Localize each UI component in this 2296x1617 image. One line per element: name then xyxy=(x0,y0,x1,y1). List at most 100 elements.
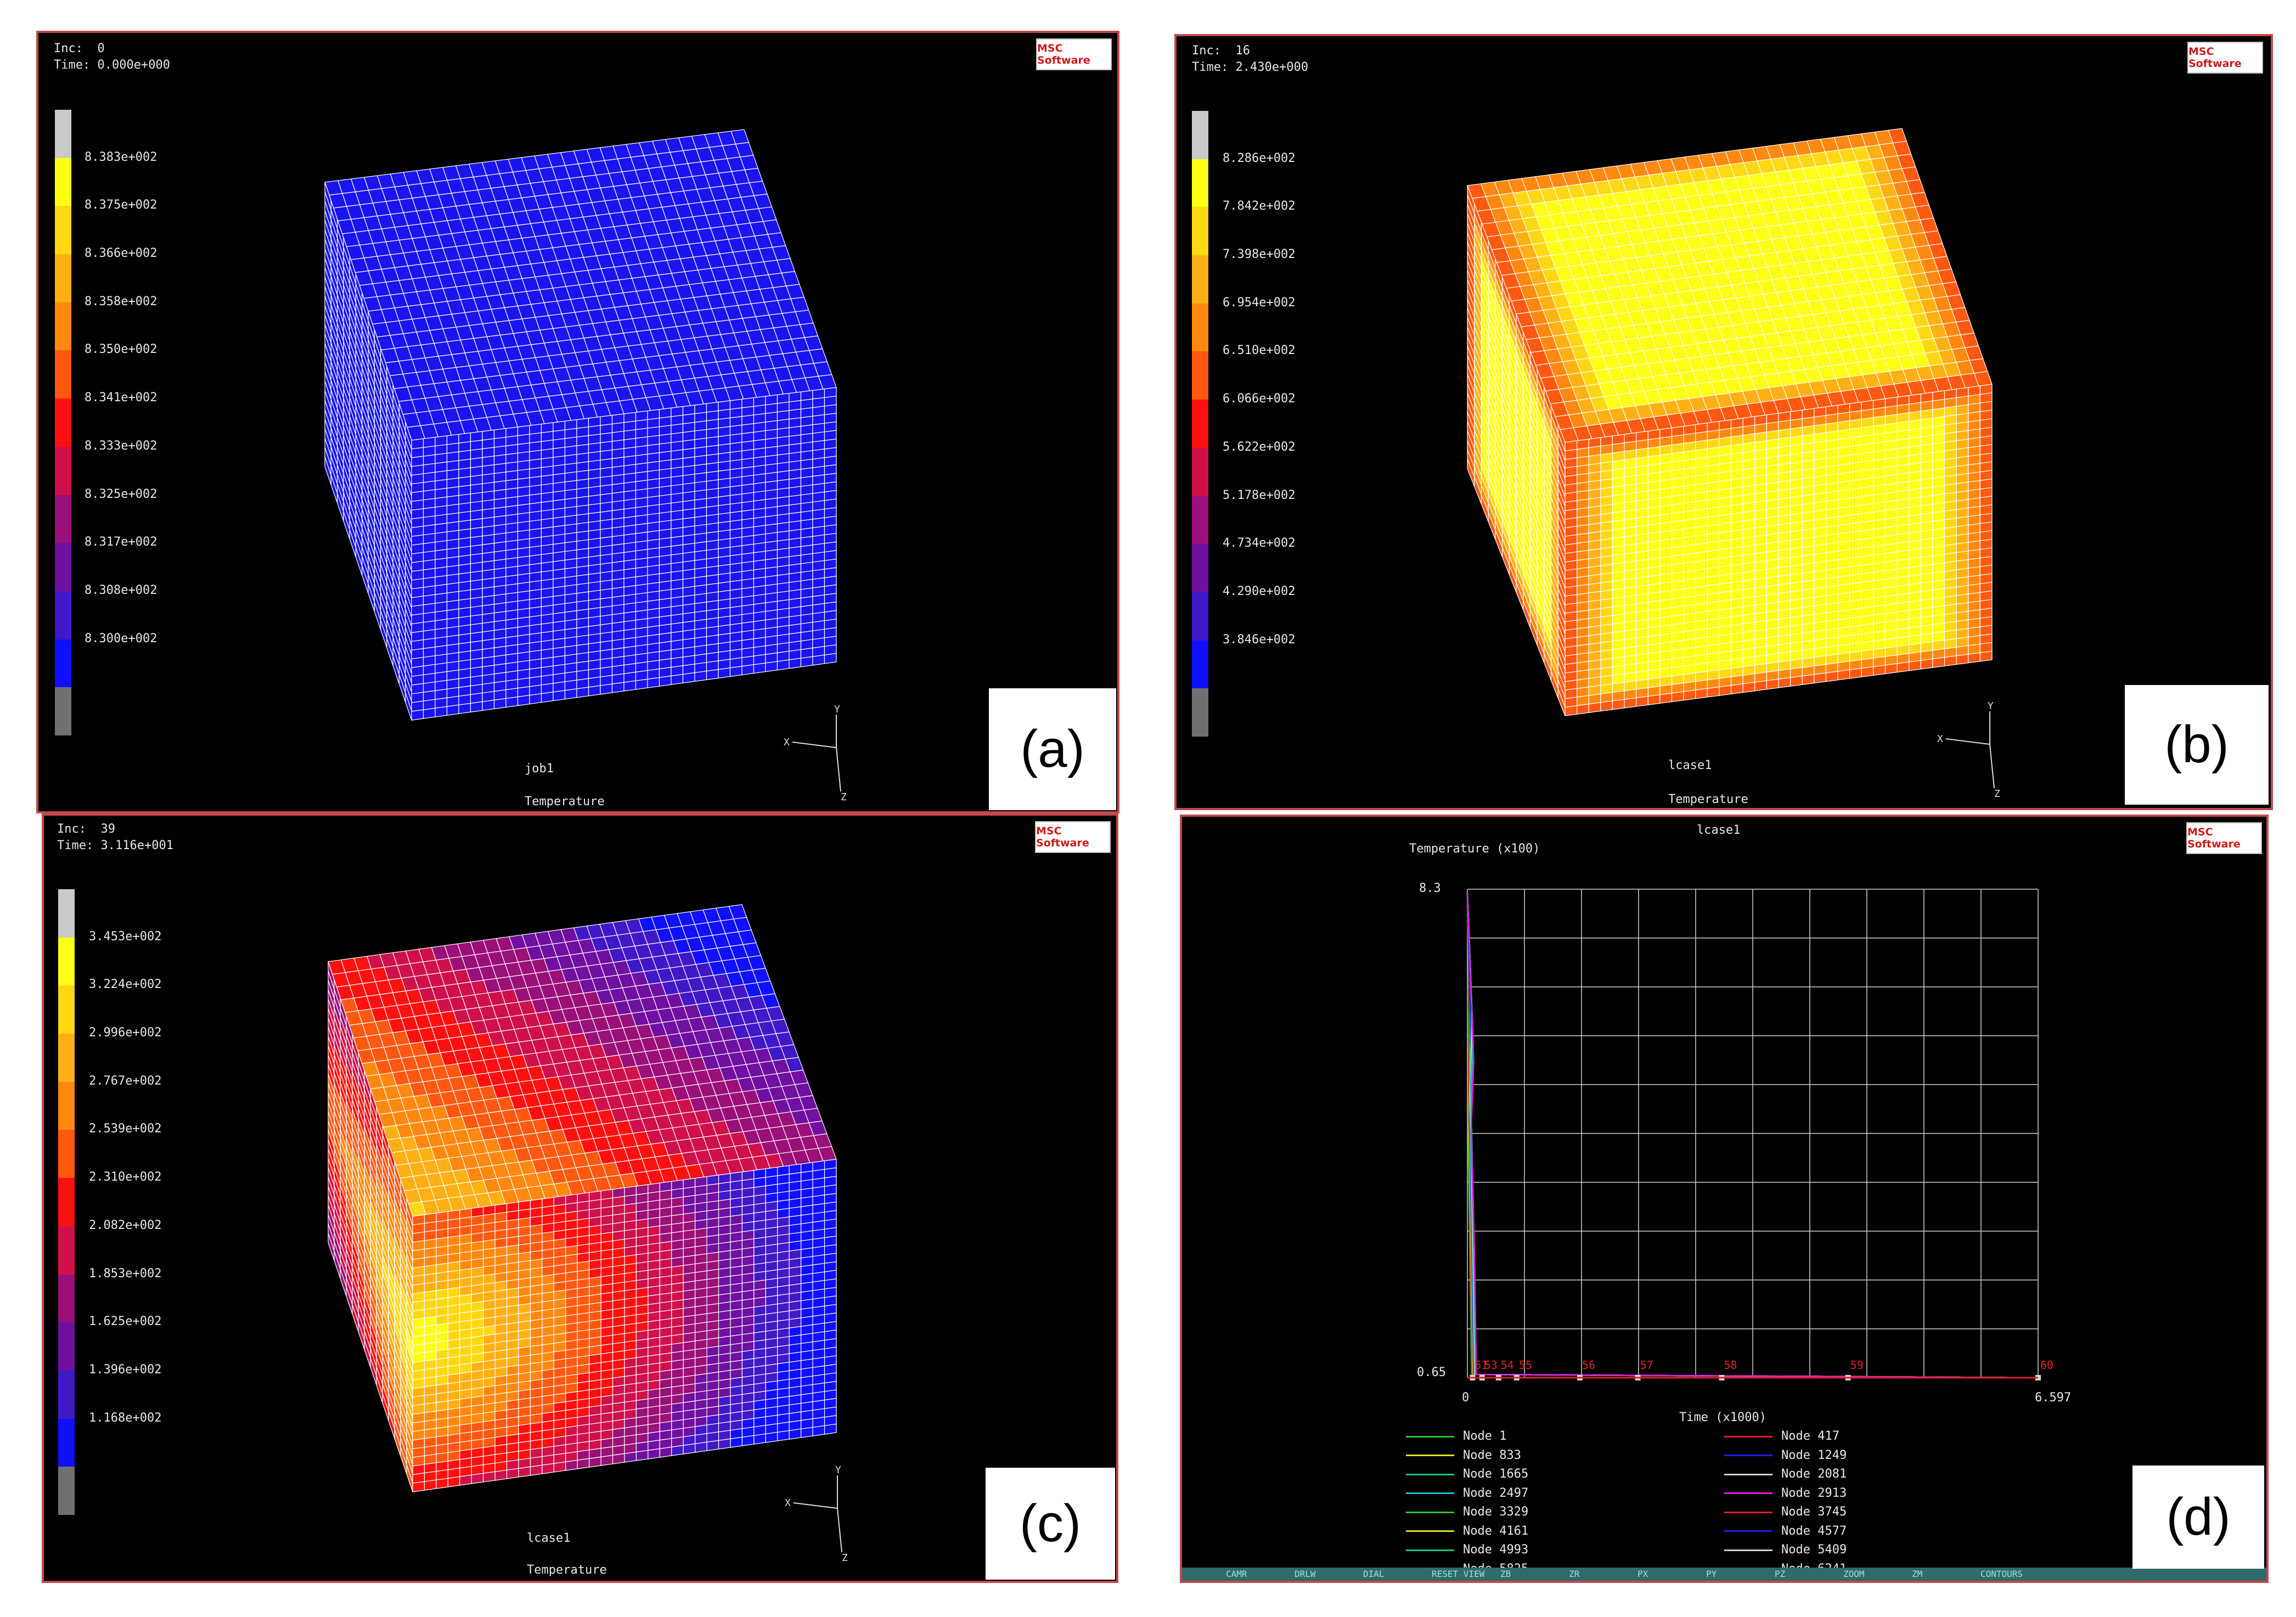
menu-button[interactable]: ZM xyxy=(1912,1569,1923,1579)
legend-value: 8.333e+002 xyxy=(85,439,157,453)
job-label-c: lcase1 xyxy=(527,1531,571,1545)
panel-tag-d: (d) xyxy=(2132,1466,2264,1569)
increment-label: 58 xyxy=(1724,1358,1737,1372)
legend-swatch xyxy=(55,687,71,735)
legend-bar-c xyxy=(58,889,75,1515)
result-label-b: Temperature xyxy=(1668,793,1748,806)
menu-button[interactable]: PZ xyxy=(1775,1569,1786,1579)
legend-value: 3.453e+002 xyxy=(89,929,162,944)
legend-swatch xyxy=(55,350,71,399)
legend-label: Node 1249 xyxy=(1781,1448,1847,1462)
menu-button[interactable]: DRLW xyxy=(1295,1569,1316,1579)
legend-entry: Node 2497 xyxy=(1406,1485,1528,1502)
legend-swatch xyxy=(55,495,71,543)
legend-value: 8.341e+002 xyxy=(85,391,157,405)
y-tick-bottom: 0.65 xyxy=(1417,1366,1446,1379)
legend-swatch xyxy=(1192,447,1208,496)
legend-swatch xyxy=(58,1130,75,1178)
legend-swatch xyxy=(1724,1492,1772,1494)
legend-label: Node 5409 xyxy=(1781,1543,1847,1557)
legend-value: 8.300e+002 xyxy=(85,631,157,645)
legend-swatch xyxy=(1724,1435,1772,1438)
panel-b: Y X Z Inc: 16 Time: 2.430e+000 MSC Softwar… xyxy=(1174,34,2273,810)
legend-value: 1.853e+002 xyxy=(89,1266,162,1281)
increment-info-b: Inc: 16 Time: 2.430e+000 xyxy=(1192,44,1308,74)
legend-swatch xyxy=(58,985,75,1034)
menu-button[interactable]: ZR xyxy=(1569,1569,1580,1579)
legend-swatch xyxy=(1406,1455,1454,1456)
legend-swatch xyxy=(1192,688,1208,737)
legend-swatch xyxy=(1406,1435,1454,1438)
legend-value: 8.308e+002 xyxy=(85,583,157,597)
legend-swatch xyxy=(1406,1530,1454,1532)
legend-swatch xyxy=(1192,592,1208,641)
legend-swatch xyxy=(1192,351,1208,400)
legend-swatch xyxy=(1192,255,1208,304)
legend-entry: Node 1665 xyxy=(1406,1466,1528,1483)
increment-label: 56 xyxy=(1582,1358,1595,1372)
increment-label: 53 xyxy=(1484,1358,1498,1372)
menu-button[interactable]: PX xyxy=(1637,1569,1648,1579)
legend-entry: Node 4993 xyxy=(1406,1542,1528,1558)
menu-button[interactable]: PY xyxy=(1706,1569,1717,1579)
chart-title: lcase1 xyxy=(1697,823,1741,837)
legend-label: Node 1665 xyxy=(1463,1467,1529,1481)
job-label-b: lcase1 xyxy=(1668,759,1712,772)
increment-label: 55 xyxy=(1519,1358,1532,1372)
model-view-b: Y X Z xyxy=(1467,128,2000,800)
msc-logo-a: MSC Software xyxy=(1036,38,1112,70)
menu-button[interactable]: DIAL xyxy=(1363,1569,1385,1579)
increment-label: 60 xyxy=(2040,1358,2053,1372)
chart-grid xyxy=(1467,889,2039,1378)
legend-swatch xyxy=(1192,303,1208,352)
legend-value: 3.224e+002 xyxy=(89,978,162,992)
increment-label: 57 xyxy=(1640,1358,1653,1372)
increment-label: 54 xyxy=(1501,1358,1514,1372)
legend-value: 8.286e+002 xyxy=(1223,151,1296,165)
legend-swatch xyxy=(55,254,71,302)
legend-swatch xyxy=(1192,159,1208,207)
x-tick-left: 0 xyxy=(1462,1391,1470,1405)
x-axis-label: Time (x1000) xyxy=(1679,1411,1766,1424)
x-tick-right: 6.597 xyxy=(2035,1391,2072,1405)
legend-swatch xyxy=(1724,1511,1772,1513)
legend-value: 8.375e+002 xyxy=(85,198,157,212)
menu-button[interactable]: CAMR xyxy=(1226,1569,1247,1579)
legend-swatch xyxy=(58,1081,75,1130)
model-view-c: YXZ xyxy=(328,904,848,1564)
legend-label: Node 2081 xyxy=(1781,1467,1847,1481)
legend-swatch xyxy=(58,1418,75,1467)
legend-value: 6.066e+002 xyxy=(1223,392,1296,406)
legend-entry: Node 1 xyxy=(1406,1428,1506,1445)
legend-label: Node 2913 xyxy=(1781,1486,1847,1500)
svg-text:Z: Z xyxy=(1994,788,2000,800)
legend-value: 6.510e+002 xyxy=(1223,344,1296,358)
legend-swatch xyxy=(1724,1455,1772,1456)
legend-label: Node 3329 xyxy=(1463,1505,1529,1519)
legend-swatch xyxy=(58,1226,75,1274)
increment-label: 51 xyxy=(1475,1358,1488,1372)
legend-entry: Node 3329 xyxy=(1406,1504,1528,1520)
legend-value: 1.625e+002 xyxy=(89,1315,162,1329)
legend-entry: Node 5409 xyxy=(1724,1542,1847,1558)
legend-swatch xyxy=(58,1034,75,1082)
legend-value: 5.178e+002 xyxy=(1223,488,1296,502)
legend-entry: Node 417 xyxy=(1724,1428,1839,1445)
legend-label: Node 1 xyxy=(1463,1429,1507,1443)
legend-swatch xyxy=(55,398,71,447)
legend-swatch xyxy=(1406,1549,1454,1551)
menu-button[interactable]: RESET VIEW xyxy=(1432,1569,1485,1579)
y-axis-label: Temperature (x100) xyxy=(1409,842,1540,856)
menu-button[interactable]: ZB xyxy=(1500,1569,1511,1579)
legend-swatch xyxy=(55,110,71,158)
legend-swatch xyxy=(1192,640,1208,689)
y-tick-top: 8.3 xyxy=(1419,882,1441,895)
msc-logo-d: MSC Software xyxy=(2186,822,2262,854)
menu-button[interactable]: ZOOM xyxy=(1843,1569,1865,1579)
menu-button[interactable]: CONTOURS xyxy=(1980,1569,2023,1579)
legend-swatch xyxy=(58,1370,75,1419)
cube-front-face xyxy=(1565,384,1993,716)
legend-value: 5.622e+002 xyxy=(1223,440,1296,454)
legend-label: Node 4161 xyxy=(1463,1524,1529,1538)
